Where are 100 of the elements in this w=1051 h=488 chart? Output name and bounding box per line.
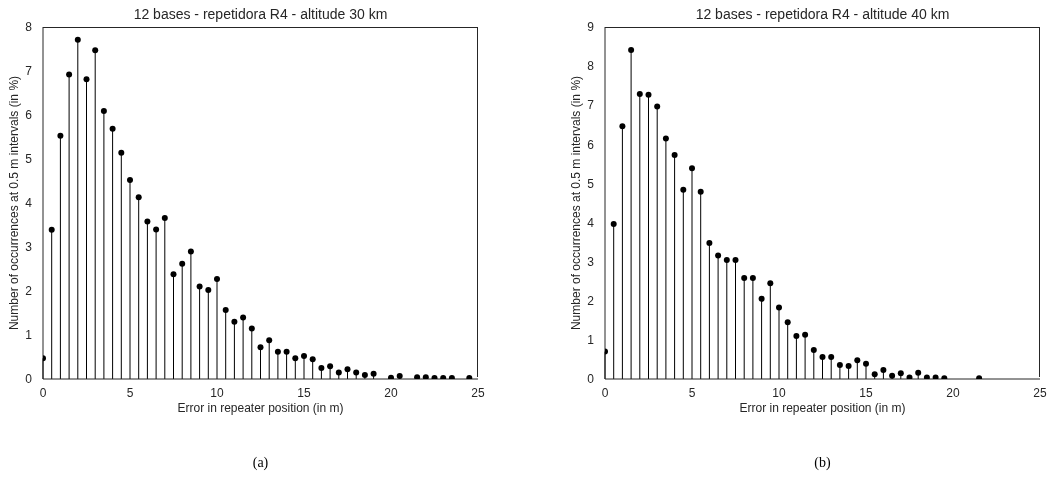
x-tick-label: 25 bbox=[1033, 385, 1047, 400]
y-tick-label: 8 bbox=[587, 59, 595, 74]
y-tick-label: 2 bbox=[587, 294, 595, 309]
point bbox=[636, 90, 643, 97]
y-tick-label: 4 bbox=[587, 215, 595, 230]
point bbox=[645, 91, 652, 98]
point bbox=[671, 151, 678, 158]
point bbox=[57, 132, 64, 139]
point bbox=[170, 271, 177, 278]
y-tick-label: 1 bbox=[25, 328, 33, 343]
point bbox=[619, 123, 626, 130]
point bbox=[344, 366, 351, 373]
point bbox=[292, 355, 299, 362]
point bbox=[301, 353, 307, 360]
y-tick-label: 4 bbox=[25, 196, 33, 211]
x-tick-label: 0 bbox=[39, 385, 47, 400]
point bbox=[100, 108, 107, 115]
y-axis-title: Number of occurrences at 0.5 m intervals (in %) bbox=[7, 75, 22, 331]
x-tick-label: 20 bbox=[384, 385, 398, 400]
y-tick-label: 5 bbox=[25, 152, 33, 167]
y-tick-label: 3 bbox=[587, 254, 595, 269]
point bbox=[231, 318, 238, 325]
point bbox=[196, 283, 203, 290]
point bbox=[214, 276, 220, 283]
x-tick-label: 15 bbox=[297, 385, 311, 400]
point bbox=[144, 218, 151, 225]
x-axis-title: Error in repeater position (in m) bbox=[176, 401, 345, 415]
point bbox=[732, 257, 739, 264]
point bbox=[915, 369, 922, 376]
point bbox=[662, 135, 669, 142]
point bbox=[836, 361, 843, 368]
point bbox=[776, 304, 782, 311]
y-tick-label: 1 bbox=[587, 333, 595, 348]
point bbox=[863, 360, 869, 367]
text: (b) bbox=[813, 455, 832, 471]
point bbox=[248, 325, 255, 332]
point bbox=[66, 71, 73, 78]
y-axis-title: Number of occurrences at 0.5 m intervals (in %) bbox=[569, 75, 584, 331]
point bbox=[749, 275, 756, 282]
point bbox=[266, 337, 273, 344]
point bbox=[161, 214, 168, 221]
point bbox=[723, 257, 730, 264]
point bbox=[767, 280, 774, 287]
point bbox=[83, 76, 90, 83]
text: (a) bbox=[251, 455, 270, 471]
y-tick-label: 3 bbox=[25, 240, 33, 255]
x-tick-label: 10 bbox=[772, 385, 786, 400]
y-tick-label: 0 bbox=[25, 372, 33, 387]
point bbox=[187, 248, 194, 255]
y-tick-label: 6 bbox=[587, 137, 595, 152]
point bbox=[179, 260, 186, 267]
point bbox=[335, 369, 342, 376]
point bbox=[92, 47, 99, 54]
y-tick-label: 9 bbox=[587, 20, 595, 35]
point bbox=[309, 356, 316, 363]
y-tick-label: 7 bbox=[587, 98, 595, 113]
x-tick-label: 25 bbox=[471, 385, 485, 400]
point bbox=[153, 226, 160, 233]
point bbox=[697, 188, 704, 195]
x-axis-title: Error in repeater position (in m) bbox=[738, 401, 907, 415]
y-tick-label: 7 bbox=[25, 64, 33, 79]
point bbox=[715, 252, 722, 259]
point bbox=[819, 354, 826, 361]
point bbox=[240, 314, 247, 321]
point bbox=[109, 125, 116, 132]
point bbox=[741, 275, 748, 282]
point bbox=[353, 369, 360, 376]
point bbox=[802, 331, 809, 338]
point bbox=[283, 348, 290, 355]
point bbox=[854, 357, 861, 364]
point bbox=[654, 103, 661, 110]
point bbox=[628, 47, 635, 54]
point bbox=[127, 177, 133, 184]
point bbox=[880, 367, 887, 373]
point bbox=[257, 344, 264, 351]
x-tick-label: 15 bbox=[859, 385, 873, 400]
point bbox=[205, 287, 212, 294]
point bbox=[327, 363, 334, 370]
point bbox=[680, 186, 687, 193]
point bbox=[784, 319, 791, 326]
point bbox=[74, 36, 81, 43]
point bbox=[118, 149, 125, 156]
y-tick-label: 2 bbox=[25, 284, 33, 299]
y-tick-label: 0 bbox=[587, 372, 595, 387]
x-tick-label: 5 bbox=[688, 385, 696, 400]
point bbox=[706, 239, 713, 246]
x-tick-label: 20 bbox=[946, 385, 960, 400]
point bbox=[689, 165, 695, 172]
point bbox=[845, 363, 852, 370]
point bbox=[758, 295, 765, 302]
point bbox=[222, 306, 229, 313]
y-tick-label: 6 bbox=[25, 108, 33, 123]
point bbox=[810, 347, 817, 354]
point bbox=[793, 332, 800, 339]
chart-title: 12 bases - repetidora R4 - altitude 30 km bbox=[132, 6, 389, 22]
point bbox=[318, 365, 325, 371]
x-tick-label: 5 bbox=[126, 385, 134, 400]
x-tick-label: 0 bbox=[601, 385, 609, 400]
y-tick-label: 5 bbox=[587, 176, 595, 191]
y-tick-label: 8 bbox=[25, 20, 33, 35]
